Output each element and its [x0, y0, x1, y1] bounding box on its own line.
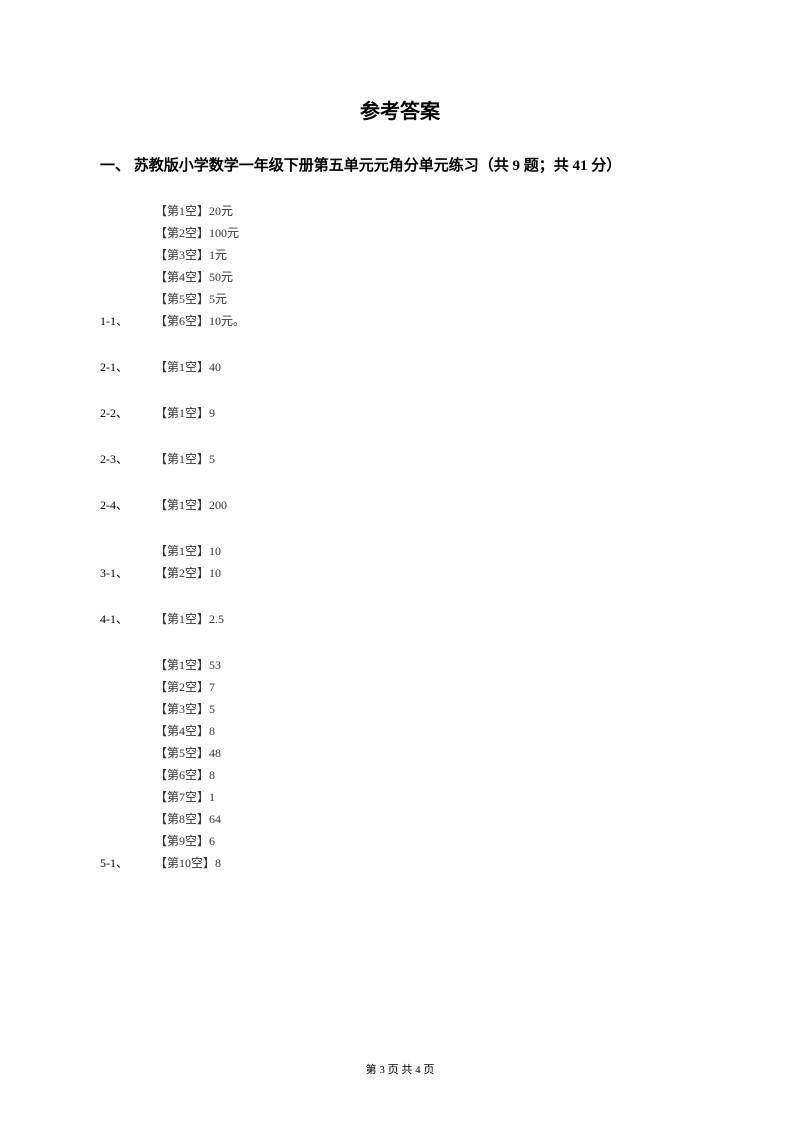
page-title: 参考答案 [0, 0, 800, 154]
item-number: 2-1、 [100, 358, 128, 375]
answer-line: 【第5空】48 [100, 742, 800, 764]
item-number: 3-1、 [100, 564, 128, 581]
answer-line: 【第3空】1元 [100, 244, 800, 266]
page-footer: 第 3 页 共 4 页 [0, 1061, 800, 1077]
answer-group: 【第1空】200 2-4、 [100, 494, 800, 516]
section-header: 一、 苏教版小学数学一年级下册第五单元元角分单元练习（共 9 题；共 41 分） [0, 154, 800, 200]
item-number: 4-1、 [100, 610, 128, 627]
answer-line: 【第6空】10元。 [100, 310, 800, 332]
answer-line: 【第9空】6 [100, 830, 800, 852]
answer-group: 【第1空】2.5 4-1、 [100, 608, 800, 630]
answer-line: 【第4空】8 [100, 720, 800, 742]
answer-line: 【第6空】8 [100, 764, 800, 786]
answer-line: 【第1空】10 [100, 540, 800, 562]
answer-group: 【第1空】20元 【第2空】100元 【第3空】1元 【第4空】50元 【第5空… [100, 200, 800, 332]
answer-line: 【第1空】20元 [100, 200, 800, 222]
answer-line: 【第1空】53 [100, 654, 800, 676]
answer-line: 【第2空】100元 [100, 222, 800, 244]
answer-line: 【第5空】5元 [100, 288, 800, 310]
item-number: 1-1、 [100, 312, 128, 329]
answer-line: 【第1空】9 [100, 402, 800, 424]
answer-line: 【第7空】1 [100, 786, 800, 808]
answer-group: 【第1空】9 2-2、 [100, 402, 800, 424]
answer-line: 【第1空】40 [100, 356, 800, 378]
answer-group: 【第1空】10 【第2空】10 3-1、 [100, 540, 800, 584]
answer-line: 【第10空】8 [100, 852, 800, 874]
answer-line: 【第1空】5 [100, 448, 800, 470]
item-number: 5-1、 [100, 854, 128, 871]
item-number: 2-4、 [100, 496, 128, 513]
answer-line: 【第8空】64 [100, 808, 800, 830]
answer-line: 【第1空】2.5 [100, 608, 800, 630]
answer-content: 【第1空】20元 【第2空】100元 【第3空】1元 【第4空】50元 【第5空… [0, 200, 800, 874]
answer-line: 【第2空】7 [100, 676, 800, 698]
answer-group: 【第1空】5 2-3、 [100, 448, 800, 470]
answer-group: 【第1空】53 【第2空】7 【第3空】5 【第4空】8 【第5空】48 【第6… [100, 654, 800, 874]
answer-line: 【第4空】50元 [100, 266, 800, 288]
item-number: 2-3、 [100, 450, 128, 467]
item-number: 2-2、 [100, 404, 128, 421]
answer-group: 【第1空】40 2-1、 [100, 356, 800, 378]
answer-line: 【第3空】5 [100, 698, 800, 720]
answer-line: 【第1空】200 [100, 494, 800, 516]
answer-line: 【第2空】10 [100, 562, 800, 584]
